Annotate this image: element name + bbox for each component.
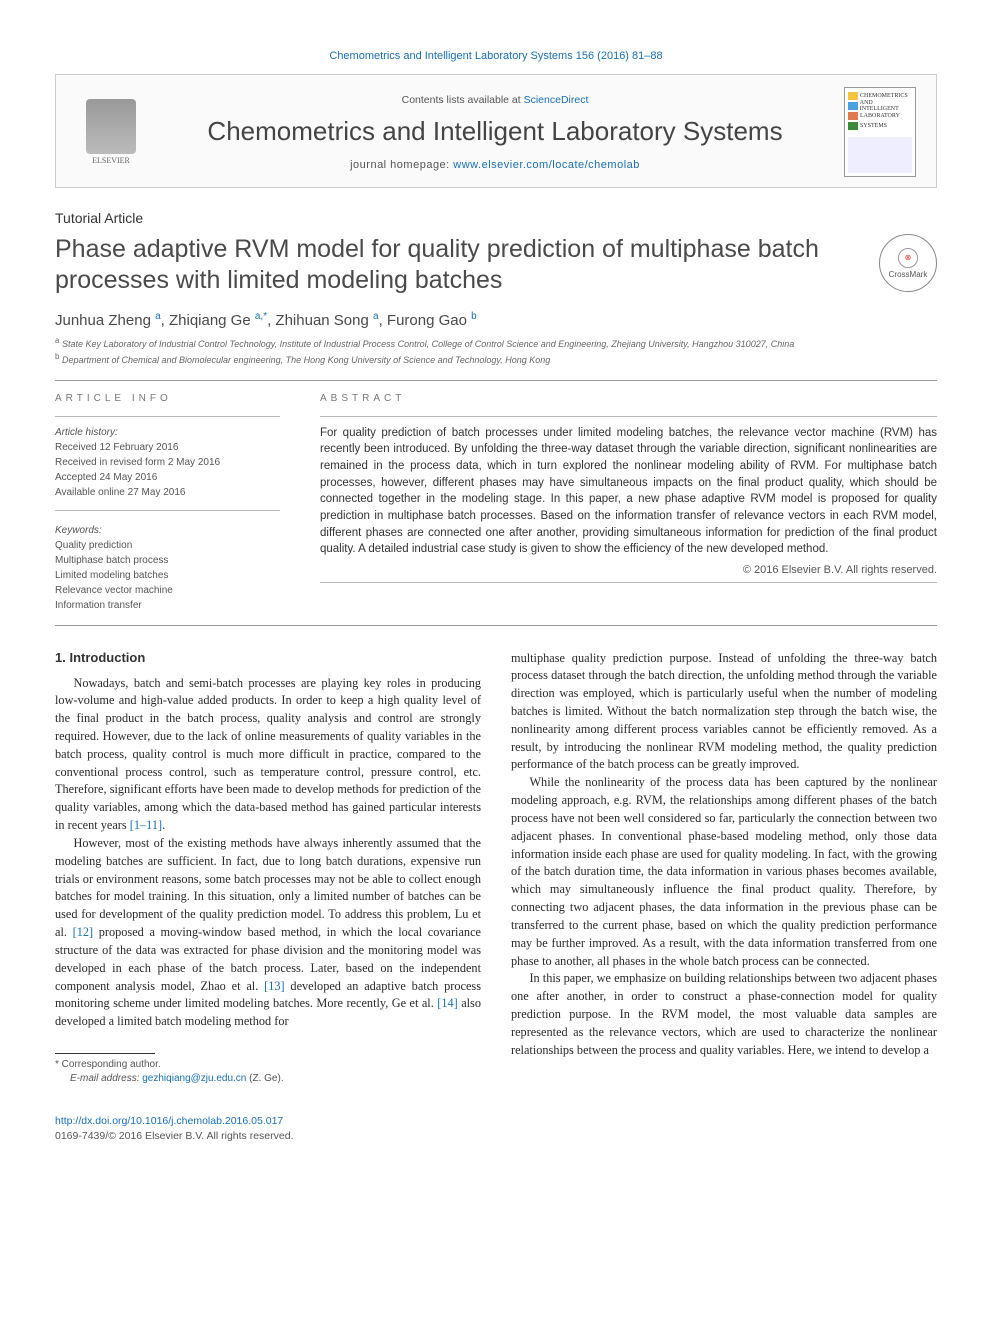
paragraph: multiphase quality prediction purpose. I… [511, 650, 937, 775]
homepage-link[interactable]: www.elsevier.com/locate/chemolab [453, 159, 640, 171]
journal-name: Chemometrics and Intelligent Laboratory … [166, 116, 824, 147]
article-title: Phase adaptive RVM model for quality pre… [55, 234, 859, 297]
journal-homepage: journal homepage: www.elsevier.com/locat… [166, 159, 824, 171]
paragraph: While the nonlinearity of the process da… [511, 774, 937, 970]
abstract: For quality prediction of batch processe… [320, 425, 937, 558]
ref-link[interactable]: [13] [264, 979, 285, 993]
ref-link[interactable]: [1–11] [130, 818, 162, 832]
keywords: Quality prediction Multiphase batch proc… [55, 538, 280, 613]
article-history: Article history: Received 12 February 20… [55, 425, 280, 500]
elsevier-logo: ELSEVIER [76, 93, 146, 171]
divider [55, 625, 937, 626]
ref-link[interactable]: [14] [437, 996, 458, 1010]
article-type: Tutorial Article [55, 210, 937, 226]
journal-header: ELSEVIER Contents lists available at Sci… [55, 74, 937, 188]
paragraph: However, most of the existing methods ha… [55, 835, 481, 1031]
cover-thumbnail: CHEMOMETRICS AND INTELLIGENT LABORATORY … [844, 87, 916, 177]
abstract-copyright: © 2016 Elsevier B.V. All rights reserved… [320, 564, 937, 576]
abstract-label: ABSTRACT [320, 393, 937, 404]
paragraph: Nowadays, batch and semi-batch processes… [55, 675, 481, 835]
contents-line: Contents lists available at ScienceDirec… [166, 94, 824, 106]
body: 1. Introduction Nowadays, batch and semi… [55, 650, 937, 1087]
article-info-label: ARTICLE INFO [55, 393, 280, 404]
ref-link[interactable]: [12] [73, 925, 94, 939]
footer: http://dx.doi.org/10.1016/j.chemolab.201… [55, 1114, 937, 1143]
section-heading: 1. Introduction [55, 650, 481, 665]
crossmark-badge[interactable]: ⊗ CrossMark [879, 234, 937, 292]
footnote-rule [55, 1053, 155, 1054]
running-head: Chemometrics and Intelligent Laboratory … [55, 50, 937, 62]
affiliations: a State Key Laboratory of Industrial Con… [55, 335, 937, 368]
keywords-label: Keywords: [55, 525, 280, 536]
divider [55, 380, 937, 381]
sciencedirect-link[interactable]: ScienceDirect [524, 94, 589, 106]
email-link[interactable]: gezhiqiang@zju.edu.cn [142, 1073, 246, 1084]
corresponding-footnote: * Corresponding author. E-mail address: … [55, 1058, 481, 1086]
doi-link[interactable]: http://dx.doi.org/10.1016/j.chemolab.201… [55, 1115, 283, 1127]
authors: Junhua Zheng a, Zhiqiang Ge a,*, Zhihuan… [55, 311, 937, 329]
paragraph: In this paper, we emphasize on building … [511, 970, 937, 1059]
